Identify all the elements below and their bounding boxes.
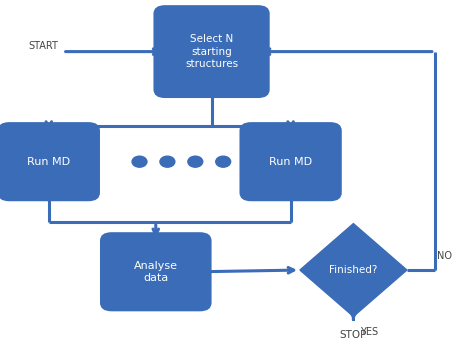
- Circle shape: [160, 156, 175, 167]
- Circle shape: [132, 156, 147, 167]
- Text: Run MD: Run MD: [269, 157, 312, 167]
- Text: Analyse
data: Analyse data: [134, 260, 178, 283]
- FancyBboxPatch shape: [239, 122, 342, 201]
- FancyBboxPatch shape: [100, 232, 212, 311]
- Circle shape: [188, 156, 203, 167]
- FancyBboxPatch shape: [153, 5, 270, 98]
- Text: STOP: STOP: [340, 330, 367, 340]
- Polygon shape: [300, 224, 407, 316]
- Text: START: START: [28, 41, 58, 52]
- Text: NO: NO: [437, 251, 452, 261]
- Circle shape: [216, 156, 231, 167]
- Text: YES: YES: [360, 327, 379, 337]
- Text: Run MD: Run MD: [27, 157, 70, 167]
- Text: Select N
starting
structures: Select N starting structures: [185, 34, 238, 69]
- Text: Finished?: Finished?: [329, 265, 378, 275]
- FancyBboxPatch shape: [0, 122, 100, 201]
